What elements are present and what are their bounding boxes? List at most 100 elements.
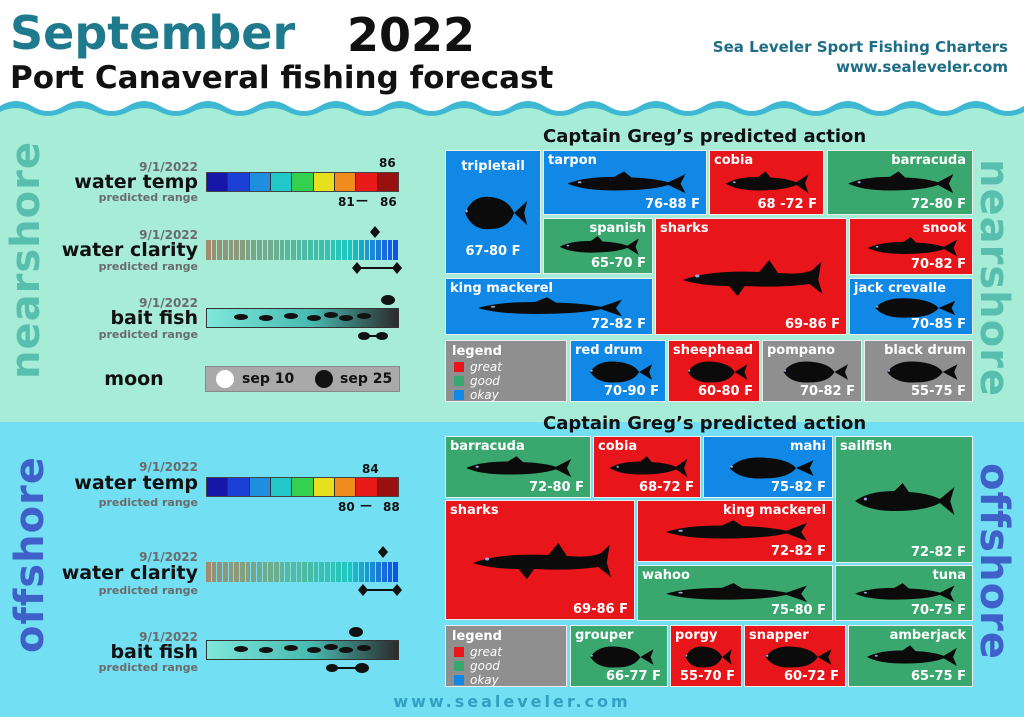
near-temp-sub: predicted range: [98, 191, 198, 204]
legend-swatch-okay: [454, 390, 464, 400]
fish-tile-cobia: cobia 68-72 F: [593, 436, 701, 498]
amberjack-icon: [865, 644, 959, 674]
fish-temp-range: 69-86 F: [573, 602, 628, 617]
new-moon-icon: [315, 370, 333, 388]
legend-swatch-great: [454, 647, 464, 657]
fish-tile-barracuda: barracuda 72-80 F: [827, 150, 973, 215]
off-clarity-scale: [206, 562, 399, 582]
fish-tile-amberjack: amberjack 65-75 F: [848, 625, 973, 687]
near-temp-date: 9/1/2022: [139, 160, 198, 174]
fish-tile-tarpon: tarpon 76-88 F: [543, 150, 707, 215]
near-clarity-label: water clarity: [61, 239, 198, 261]
fish-tile-king-mackerel: king mackerel 72-82 F: [637, 500, 833, 562]
moon-bar: [205, 366, 400, 392]
near-clarity-markers: [352, 226, 402, 274]
fish-tile-sheephead: sheephead 60-80 F: [668, 340, 760, 402]
fish-tile-barracuda: barracuda 72-80 F: [445, 436, 591, 498]
legend-label-great: great: [470, 360, 502, 374]
snapper-icon: [758, 644, 835, 674]
off-bait-fish-icons: [234, 627, 371, 673]
sailfish-icon: [853, 481, 957, 525]
fish-name: pompano: [767, 343, 836, 358]
grouper-icon: [583, 644, 657, 674]
title-year: 2022: [347, 8, 476, 62]
sheephead-icon: [681, 359, 750, 389]
fish-name: sharks: [450, 503, 499, 518]
porgy-icon: [680, 644, 734, 674]
fish-temp-range: 65-70 F: [591, 256, 646, 271]
legend-item-good: good: [454, 374, 500, 388]
sharks-icon: [470, 541, 613, 585]
page-title: Port Canaveral fishing forecast: [10, 60, 554, 96]
off-bait-scale: [206, 640, 399, 660]
fish-name: cobia: [714, 153, 754, 168]
cobia-icon: [608, 455, 689, 485]
fish-name: barracuda: [450, 439, 525, 454]
fish-temp-range: 75-82 F: [771, 480, 826, 495]
fish-tile-jack-crevalle: jack crevalle 70-85 F: [849, 278, 973, 335]
fish-temp-range: 65-75 F: [911, 669, 966, 684]
legend-label-great: great: [470, 645, 502, 659]
snook-icon: [866, 236, 959, 264]
fish-name: sharks: [660, 221, 709, 236]
off-temp-range-sep: —: [360, 498, 372, 512]
tripletail-icon: [458, 193, 530, 237]
fish-tile-pompano: pompano 70-82 F: [762, 340, 862, 402]
fish-tile-tripletail: tripletail 67-80 F: [445, 150, 541, 274]
fish-name: snook: [922, 221, 966, 236]
legend-item-okay: okay: [454, 673, 499, 687]
near-bait-date: 9/1/2022: [139, 296, 198, 310]
mahi-icon: [720, 455, 818, 485]
fish-temp-range: 70-75 F: [911, 603, 966, 618]
near-bait-fish-icons: [234, 295, 395, 340]
off-temp-sub: predicted range: [98, 496, 198, 509]
near-temp-range-high: 86: [380, 195, 397, 209]
fish-temp-range: 60-72 F: [784, 669, 839, 684]
fish-tile-sharks: sharks 69-86 F: [655, 218, 847, 335]
fish-name: king mackerel: [450, 281, 554, 296]
fish-temp-range: 70-90 F: [604, 384, 659, 399]
fish-name: wahoo: [642, 568, 690, 583]
fish-name: cobia: [598, 439, 638, 454]
fish-tile-sailfish: sailfish 72-82 F: [835, 436, 973, 563]
barracuda-icon: [846, 170, 956, 201]
fish-temp-range: 76-88 F: [645, 197, 700, 212]
red-drum-icon: [583, 359, 655, 389]
nearshore-side-label-right: nearshore: [971, 159, 1017, 397]
legend-label-okay: okay: [470, 673, 499, 687]
fish-name: porgy: [675, 628, 718, 643]
near-bait-label: bait fish: [110, 307, 198, 329]
legend-title: legend: [452, 629, 502, 644]
legend-swatch-good: [454, 376, 464, 386]
off-temp-range-high: 88: [383, 500, 400, 514]
near-bait-scale: [206, 308, 399, 328]
off-clarity-date: 9/1/2022: [139, 550, 198, 564]
legend-swatch-okay: [454, 675, 464, 685]
off-temp-range-low: 80: [338, 500, 355, 514]
fish-temp-range: 72-82 F: [591, 317, 646, 332]
fish-tile-snapper: snapper 60-72 F: [744, 625, 846, 687]
fish-tile-black-drum: black drum 55-75 F: [864, 340, 973, 402]
fish-name: amberjack: [889, 628, 966, 643]
near-clarity-date: 9/1/2022: [139, 228, 198, 242]
legend-label-good: good: [470, 374, 500, 388]
king-mackerel-icon: [663, 519, 810, 549]
off-bait-label: bait fish: [110, 641, 198, 663]
fish-temp-range: 75-80 F: [771, 603, 826, 618]
black-drum-icon: [879, 359, 961, 389]
fish-temp-range: 66-77 F: [606, 669, 661, 684]
legend-item-great: great: [454, 360, 502, 374]
fish-tile-red-drum: red drum 70-90 F: [570, 340, 666, 402]
fish-tile-grouper: grouper 66-77 F: [570, 625, 668, 687]
footer-website[interactable]: www.sealeveler.com: [393, 692, 631, 711]
title-month: September: [10, 6, 296, 60]
header: September 2022 Port Canaveral fishing fo…: [0, 0, 1024, 118]
company-website[interactable]: www.sealeveler.com: [836, 58, 1008, 76]
off-action-title: Captain Greg’s predicted action: [543, 413, 867, 434]
off-temp-scale: [206, 477, 399, 497]
cobia-icon: [724, 170, 810, 201]
fish-tile-wahoo: wahoo 75-80 F: [637, 565, 833, 621]
fish-name: red drum: [575, 343, 643, 358]
fish-temp-range: 72-82 F: [911, 545, 966, 560]
off-bait-date: 9/1/2022: [139, 630, 198, 644]
